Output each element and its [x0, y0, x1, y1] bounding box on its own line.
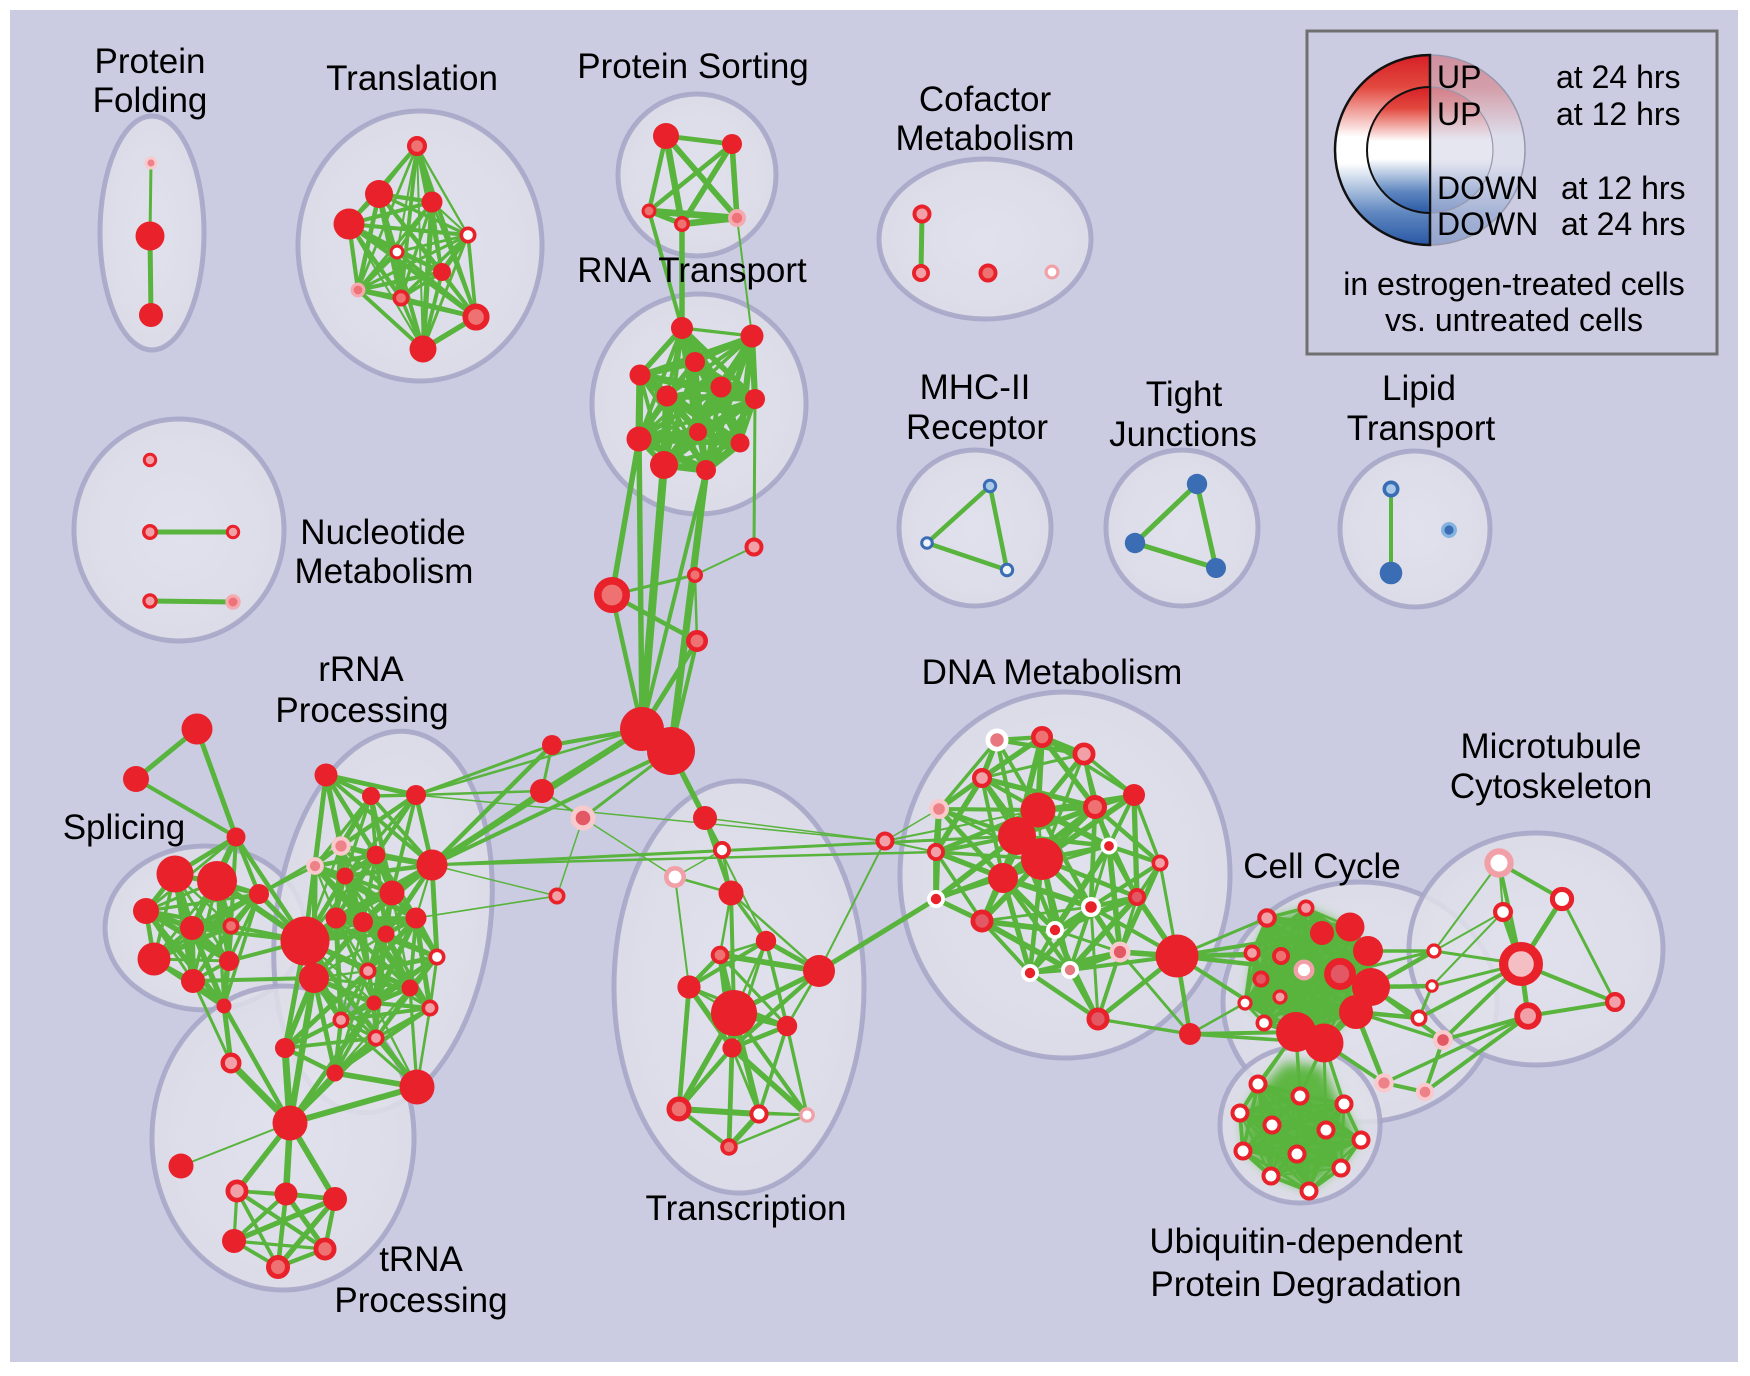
svg-text:Transport: Transport [1347, 409, 1496, 448]
svg-text:Junctions: Junctions [1109, 415, 1257, 454]
svg-text:in estrogen-treated cells: in estrogen-treated cells [1343, 266, 1685, 302]
svg-text:rRNA: rRNA [318, 650, 404, 689]
svg-text:Protein: Protein [95, 42, 206, 81]
svg-text:DOWN: DOWN [1437, 170, 1538, 206]
svg-text:Microtubule: Microtubule [1461, 727, 1642, 766]
svg-text:at 24 hrs: at 24 hrs [1556, 59, 1681, 95]
svg-text:Protein Sorting: Protein Sorting [577, 47, 809, 86]
svg-text:vs. untreated cells: vs. untreated cells [1385, 302, 1643, 338]
svg-text:tRNA: tRNA [379, 1240, 463, 1279]
svg-text:Cytoskeleton: Cytoskeleton [1450, 767, 1652, 806]
svg-text:Transcription: Transcription [646, 1189, 847, 1228]
svg-text:UP: UP [1437, 96, 1481, 132]
svg-text:Processing: Processing [275, 691, 448, 730]
svg-text:at 24 hrs: at 24 hrs [1561, 206, 1686, 242]
svg-text:MHC-II: MHC-II [920, 368, 1031, 407]
svg-text:Tight: Tight [1146, 375, 1223, 414]
svg-text:at 12 hrs: at 12 hrs [1561, 170, 1686, 206]
svg-text:RNA Transport: RNA Transport [577, 251, 807, 290]
svg-text:DNA Metabolism: DNA Metabolism [922, 653, 1183, 692]
svg-text:Lipid: Lipid [1382, 369, 1456, 408]
svg-text:Splicing: Splicing [63, 808, 186, 847]
svg-text:DOWN: DOWN [1437, 206, 1538, 242]
svg-text:Translation: Translation [326, 59, 498, 98]
svg-text:Folding: Folding [93, 81, 208, 120]
svg-text:Metabolism: Metabolism [295, 552, 474, 591]
svg-text:UP: UP [1437, 59, 1481, 95]
svg-text:Cell Cycle: Cell Cycle [1243, 847, 1401, 886]
svg-text:at 12 hrs: at 12 hrs [1556, 96, 1681, 132]
svg-text:Nucleotide: Nucleotide [300, 513, 465, 552]
svg-text:Cofactor: Cofactor [919, 80, 1052, 119]
svg-text:Metabolism: Metabolism [896, 119, 1075, 158]
svg-text:Protein Degradation: Protein Degradation [1150, 1265, 1461, 1304]
svg-text:Ubiquitin-dependent: Ubiquitin-dependent [1149, 1222, 1463, 1261]
svg-text:Processing: Processing [334, 1281, 507, 1320]
svg-text:Receptor: Receptor [906, 408, 1048, 447]
